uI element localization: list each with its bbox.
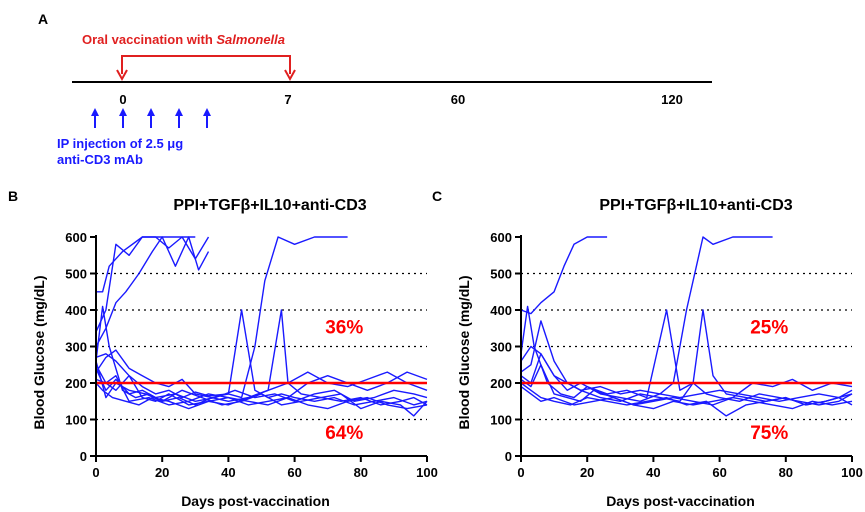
y-tick-label: 500 [65,267,87,282]
glucose-series-7 [95,371,428,406]
glucose-series-0 [96,236,196,293]
glucose-series-0 [520,236,608,315]
chart-title: PPI+TGFβ+IL10+anti-CD3 [173,197,366,214]
y-tick-label: 500 [490,267,512,282]
y-tick-label: 400 [65,303,87,318]
y-tick-label: 100 [490,413,512,428]
y-tick-label: 600 [65,230,87,245]
glucose-series-7 [520,386,853,410]
panel-label: C [432,188,442,204]
glucose-series-1 [520,236,773,395]
y-tick-label: 300 [490,340,512,355]
injection-arrows [91,108,211,128]
injection-label-line1: IP injection of 2.5 μg [57,136,183,151]
x-tick-label: 80 [779,465,793,480]
x-tick-label: 40 [646,465,660,480]
chart-title: PPI+TGFβ+IL10+anti-CD3 [599,197,792,214]
y-tick-label: 200 [490,376,512,391]
x-axis-label: Days post-vaccination [181,493,330,509]
glucose-series-1 [95,236,210,333]
percent-above-threshold: 25% [750,318,788,339]
glucose-series-10 [95,364,428,410]
y-axis-label: Blood Glucose (mg/dL) [456,276,472,430]
y-tick-label: 400 [490,303,512,318]
chart-panel-b: BPPI+TGFβ+IL10+anti-CD301002003004005006… [8,188,438,509]
oral-vaccination-label: Oral vaccination with Salmonella [82,32,285,47]
glucose-series-3 [520,309,853,406]
injection-label-line2: anti-CD3 mAb [57,152,143,167]
x-tick-label: 0 [517,465,524,480]
glucose-series-2 [520,305,853,406]
injection-arrowhead-0 [91,108,99,116]
y-axis-label: Blood Glucose (mg/dL) [31,276,47,430]
chart-panel-c: CPPI+TGFβ+IL10+anti-CD301002003004005006… [432,188,863,509]
timeline-panel: A Oral vaccination with Salmonella 0 7 6… [38,11,712,167]
x-axis-label: Days post-vaccination [606,493,755,509]
x-tick-label: 100 [416,465,438,480]
glucose-series-4 [520,353,853,402]
y-tick-label: 0 [505,449,512,464]
oral-vaccination-prefix: Oral vaccination with [82,32,216,47]
glucose-series-9 [95,360,428,417]
y-tick-label: 100 [65,413,87,428]
injection-arrowhead-4 [203,108,211,116]
y-tick-label: 200 [65,376,87,391]
timeline-tick-7: 7 [284,92,291,107]
panel-label: B [8,188,18,204]
x-tick-label: 60 [287,465,301,480]
y-tick-label: 300 [65,340,87,355]
x-tick-label: 20 [580,465,594,480]
glucose-series-2 [95,236,210,347]
x-tick-label: 20 [155,465,169,480]
x-tick-label: 80 [354,465,368,480]
injection-arrowhead-2 [147,108,155,116]
oral-vaccination-organism: Salmonella [216,32,285,47]
glucose-series-6 [95,368,428,402]
y-tick-label: 0 [80,449,87,464]
oral-arrow-day7 [284,69,296,82]
percent-below-threshold: 75% [750,423,788,444]
timeline-tick-0: 0 [119,92,126,107]
glucose-series-5 [95,309,428,406]
y-tick-label: 600 [490,230,512,245]
percent-below-threshold: 64% [325,423,363,444]
injection-arrowhead-3 [175,108,183,116]
injection-arrowhead-1 [119,108,127,116]
oral-arrow-day0 [116,69,128,82]
glucose-series-5 [520,364,853,406]
panel-label-a: A [38,11,48,27]
oral-vaccination-bracket [121,55,291,74]
timeline-tick-120: 120 [661,92,683,107]
timeline-tick-60: 60 [451,92,465,107]
percent-above-threshold: 36% [325,318,363,339]
x-tick-label: 0 [92,465,99,480]
glucose-series-4 [95,305,428,406]
x-tick-label: 60 [712,465,726,480]
x-tick-label: 40 [221,465,235,480]
x-tick-label: 100 [841,465,863,480]
